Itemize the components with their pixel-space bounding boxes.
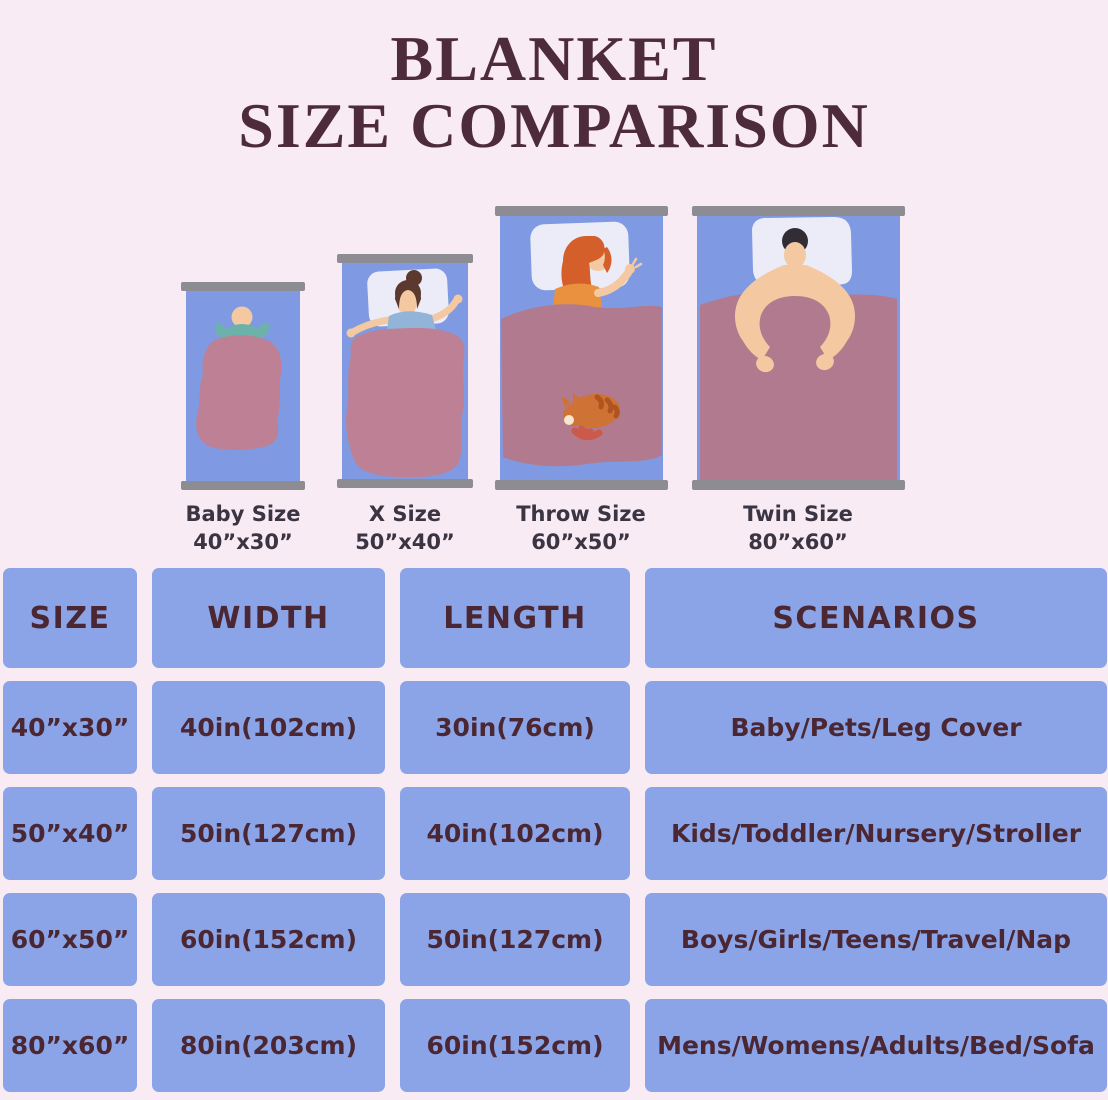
cell-row4-size: 80”x60”: [3, 999, 137, 1092]
hair-lock: [603, 247, 612, 273]
title-line-2: SIZE COMPARISON: [238, 89, 870, 161]
col-header-width: WIDTH: [152, 568, 385, 668]
bed-top-bar: [181, 282, 305, 291]
bed-illustration-throw: [495, 203, 668, 493]
bed-illustration-baby: [181, 280, 305, 492]
cat-paws: [574, 425, 594, 441]
left-hand: [756, 355, 774, 373]
cell-row3-size: 60”x50”: [3, 893, 137, 986]
twin-bed-svg: [692, 206, 905, 490]
bed-illustration-x: [337, 252, 473, 490]
cell-row1-length: 30in(76cm): [400, 681, 630, 774]
bed-top-bar: [495, 206, 668, 216]
bed-caption-baby: Baby Size 40”x30”: [133, 501, 353, 556]
size-table: SIZE WIDTH LENGTH SCENARIOS 40”x30” 40in…: [3, 568, 1107, 1092]
woman-figure: [346, 270, 463, 338]
col-header-size: SIZE: [3, 568, 137, 668]
title-line-1: BLANKET: [390, 23, 718, 94]
face: [397, 289, 417, 315]
bed-bottom-bar: [495, 480, 668, 490]
right-arm: [430, 297, 460, 322]
left-arm: [349, 316, 393, 336]
col-header-length: LENGTH: [400, 568, 630, 668]
page-title: BLANKET SIZE COMPARISON: [0, 23, 1108, 161]
man-arms: [734, 265, 856, 373]
baby-head: [231, 306, 253, 328]
bed-top-bar: [337, 254, 473, 263]
bed-size: 80”x60”: [748, 529, 848, 554]
cell-row3-scenarios: Boys/Girls/Teens/Travel/Nap: [645, 893, 1107, 986]
cell-row4-length: 60in(152cm): [400, 999, 630, 1092]
bed-caption-x: X Size 50”x40”: [295, 501, 515, 556]
right-hand: [816, 353, 834, 371]
woman-figure: [553, 235, 643, 309]
bed-bottom-bar: [692, 480, 905, 490]
chest-and-arms: [734, 265, 856, 360]
bed-bottom-bar: [181, 481, 305, 490]
col-header-scenarios: SCENARIOS: [645, 568, 1107, 668]
shirt: [553, 283, 602, 309]
bed-top-bar: [692, 206, 905, 216]
bed-size: 40”x30”: [193, 529, 293, 554]
baby-left-arm: [214, 322, 227, 338]
bed-size: 60”x50”: [531, 529, 631, 554]
bed-illustration-twin: [692, 203, 905, 493]
cell-row4-width: 80in(203cm): [152, 999, 385, 1092]
right-hand: [625, 264, 635, 274]
cell-row2-length: 40in(102cm): [400, 787, 630, 880]
throw-bed-svg: [495, 206, 668, 490]
x-bed-svg: [337, 254, 473, 488]
right-hand: [453, 294, 463, 304]
cat-stripes: [594, 394, 620, 419]
face: [784, 242, 806, 268]
blanket-shape: [700, 291, 897, 480]
bed-name: Baby Size: [185, 502, 301, 526]
bed-name: Twin Size: [743, 502, 853, 526]
cell-row2-width: 50in(127cm): [152, 787, 385, 880]
bed-caption-twin: Twin Size 80”x60”: [688, 501, 908, 556]
blanket-shape: [346, 327, 465, 478]
cat-ears: [561, 393, 582, 407]
cell-row2-scenarios: Kids/Toddler/Nursery/Stroller: [645, 787, 1107, 880]
left-hand: [346, 328, 356, 338]
fingers: [631, 257, 643, 269]
cell-row1-size: 40”x30”: [3, 681, 137, 774]
bed-bottom-bar: [337, 479, 473, 488]
cell-row3-length: 50in(127cm): [400, 893, 630, 986]
man-figure: [782, 228, 808, 268]
cell-row2-size: 50”x40”: [3, 787, 137, 880]
baby-right-arm: [257, 322, 270, 338]
blanket-shape: [501, 304, 662, 467]
hair-fringe: [395, 282, 421, 309]
shirt: [387, 311, 436, 330]
bed-name: X Size: [368, 502, 442, 526]
cell-row3-width: 60in(152cm): [152, 893, 385, 986]
bed-size: 50”x40”: [355, 529, 455, 554]
cell-row1-scenarios: Baby/Pets/Leg Cover: [645, 681, 1107, 774]
cell-row1-width: 40in(102cm): [152, 681, 385, 774]
right-arm: [594, 269, 632, 297]
cat-icon: [561, 393, 620, 441]
baby-bed-svg: [181, 282, 305, 490]
bed-caption-throw: Throw Size 60”x50”: [471, 501, 691, 556]
cat-muzzle: [564, 415, 574, 425]
cell-row4-scenarios: Mens/Womens/Adults/Bed/Sofa: [645, 999, 1107, 1092]
bed-name: Throw Size: [516, 502, 646, 526]
blanket-shape: [196, 335, 282, 450]
